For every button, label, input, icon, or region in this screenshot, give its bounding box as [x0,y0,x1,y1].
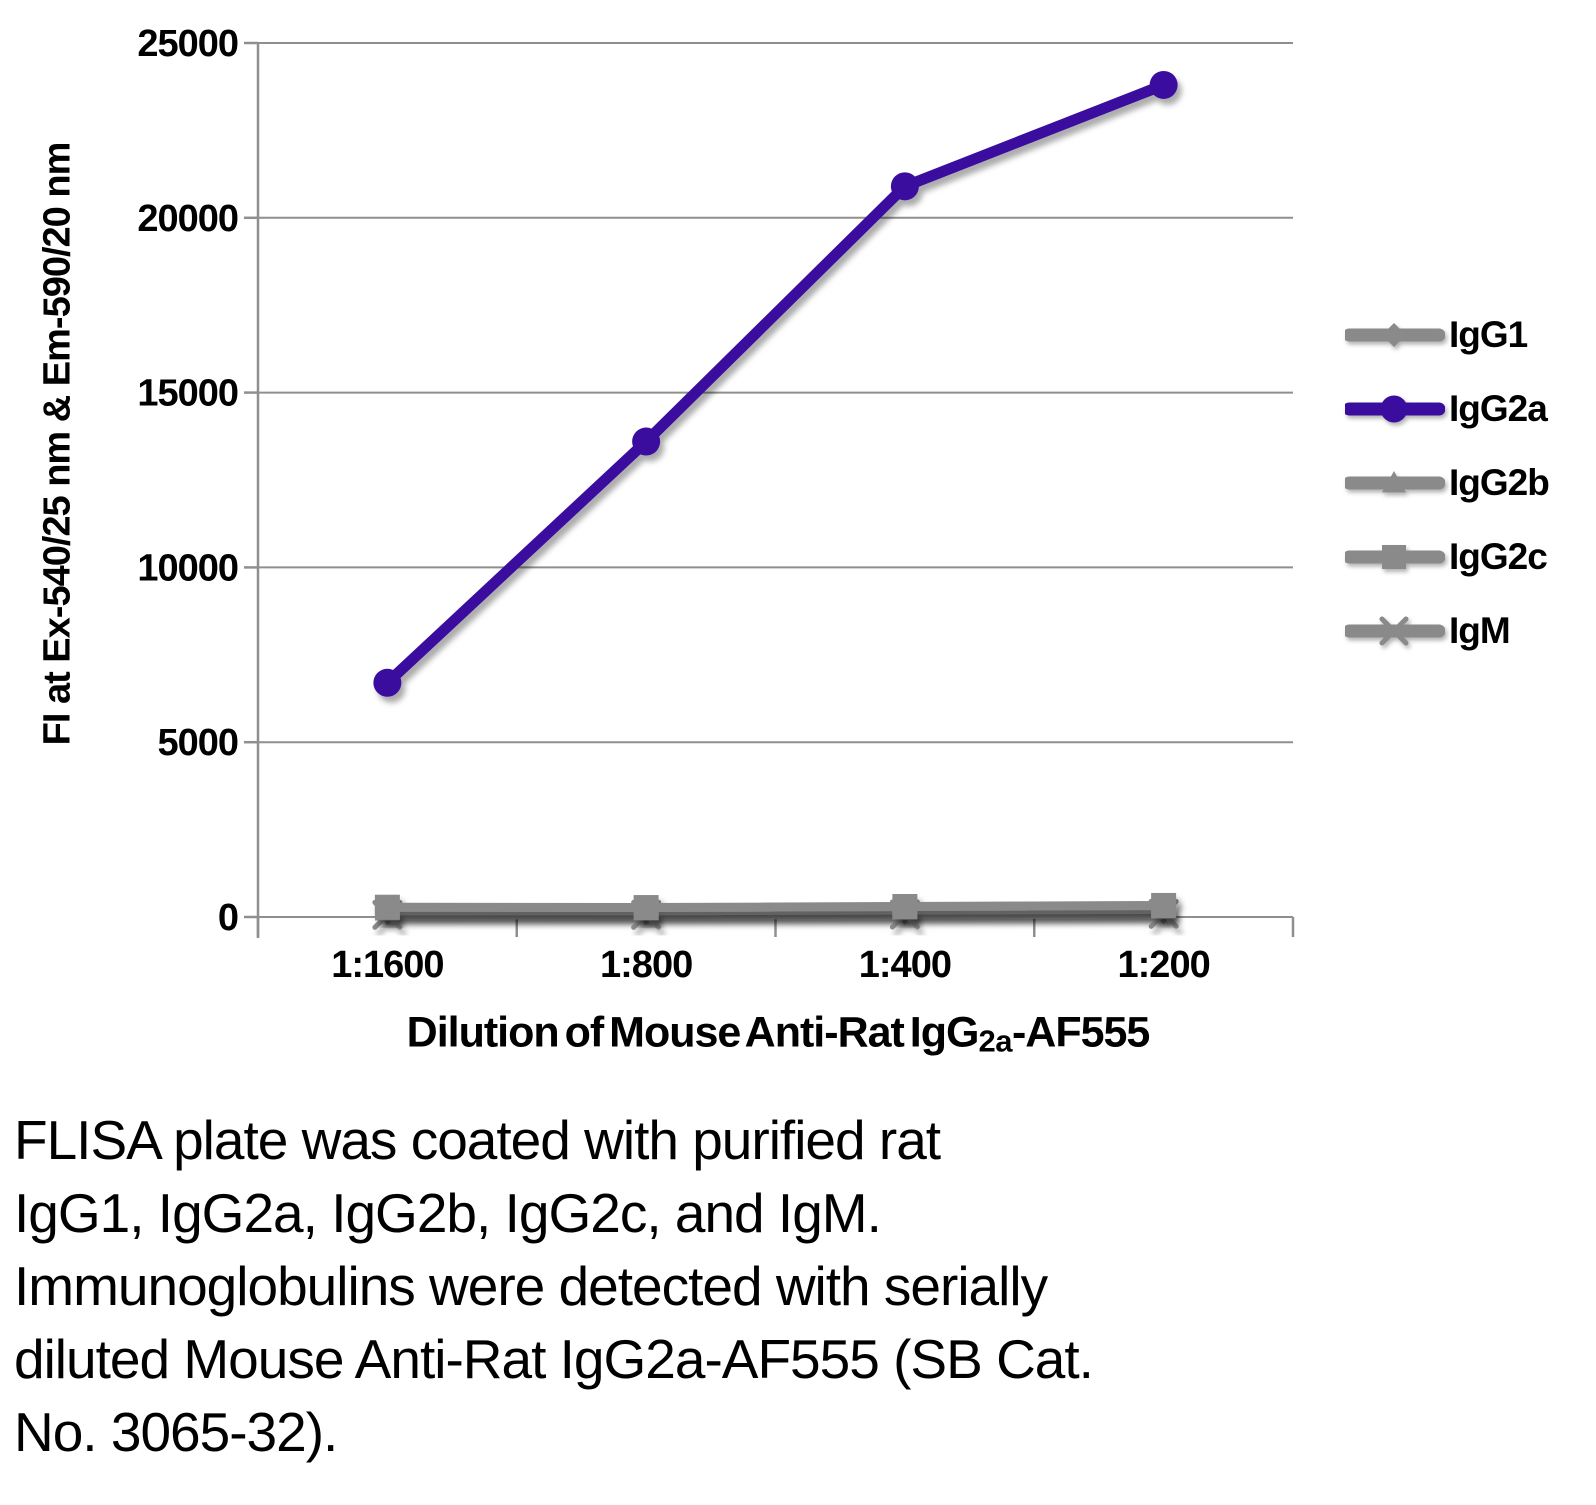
x-axis-title: Dilution of Mouse Anti-Rat IgG2a-AF555 [406,1008,1151,1059]
legend-item-IgG2c: IgG2c [1345,520,1549,594]
marker-circle [373,668,402,697]
caption-line-4: diluted Mouse Anti-Rat IgG2a-AF555 (SB C… [14,1328,1094,1390]
y-tick-label-0: 0 [218,897,238,939]
y-tick-labels: 0 5000 10000 15000 20000 25000 [137,23,239,939]
marker-square [1151,892,1177,918]
x-tick-label-1:400: 1:400 [859,944,951,986]
marker-circle [1380,395,1408,423]
series-line-IgG2c [382,900,1169,913]
marker-circle [890,172,919,201]
marker-square [892,894,918,920]
marker-square [633,895,659,921]
legend-item-IgG1: IgG1 [1345,298,1549,372]
marker-circle [1149,70,1178,99]
legend-swatch-diamond-icon [1345,323,1445,347]
x-tick-label-1:1600: 1:1600 [331,944,443,986]
legend-swatch-triangle-icon [1345,471,1445,493]
legend-item-IgG2b: IgG2b [1345,446,1550,520]
legend-item-IgG2a: IgG2a [1345,372,1549,446]
marker-diamond [1382,323,1406,347]
legend-item-IgM: IgM [1345,594,1549,668]
caption-line-1: FLISA plate was coated with purified rat [14,1109,941,1171]
y-tick-label-15000: 15000 [137,373,238,415]
gridlines [258,42,1293,918]
caption-line-3: Immunoglobulins were detected with seria… [14,1255,1048,1317]
legend-label-IgG2a: IgG2a [1449,388,1548,429]
caption-line-2: IgG1, IgG2a, IgG2b, IgG2c, and IgM. [14,1182,882,1244]
y-axis-title: FI at Ex-540/25 nm & Em-590/20 nm [36,142,79,746]
legend-swatch-circle-icon [1345,395,1445,423]
series-line-IgG2a [381,79,1170,689]
legend: IgG1 IgG2a IgG2b IgG2c IgM [1345,298,1550,668]
x-axis-title-subscript: 2a [978,1023,1012,1059]
legend-label-IgG1: IgG1 [1449,314,1528,355]
x-tick-label-1:200: 1:200 [1118,944,1210,986]
y-tick-label-10000: 10000 [137,547,238,589]
marker-circle [632,427,661,456]
legend-swatch-square-icon [1345,545,1445,569]
x-axis-ticks [256,917,1295,937]
x-tick-labels: 1:1600 1:800 1:400 1:200 [331,944,1211,986]
caption-line-5: No. 3065-32). [14,1401,338,1463]
x-tick-label-1:800: 1:800 [600,944,692,986]
series-IgG2c [374,892,1177,921]
x-axis-title-prefix: Dilution of Mouse Anti-Rat IgG [406,1008,980,1057]
plot-svg: 0 5000 10000 15000 20000 25000 1:1600 1:800 1:40… [137,23,1295,986]
caption: FLISA plate was coated with purified rat… [14,1104,1094,1469]
series-IgG2a [373,70,1178,697]
marker-star [1379,616,1409,646]
y-tick-label-5000: 5000 [157,722,238,764]
marker-square [374,894,400,920]
marker-square [1382,545,1406,569]
marker-triangle [1382,471,1406,493]
legend-label-IgG2c: IgG2c [1449,536,1548,577]
legend-swatch-star-icon [1345,616,1445,646]
y-tick-label-25000: 25000 [137,23,238,65]
y-tick-label-20000: 20000 [137,198,238,240]
y-axis-ticks [244,41,258,919]
legend-label-IgG2b: IgG2b [1449,462,1550,503]
legend-label-IgM: IgM [1449,610,1511,651]
x-axis-title-suffix: -AF555 [1011,1008,1150,1057]
